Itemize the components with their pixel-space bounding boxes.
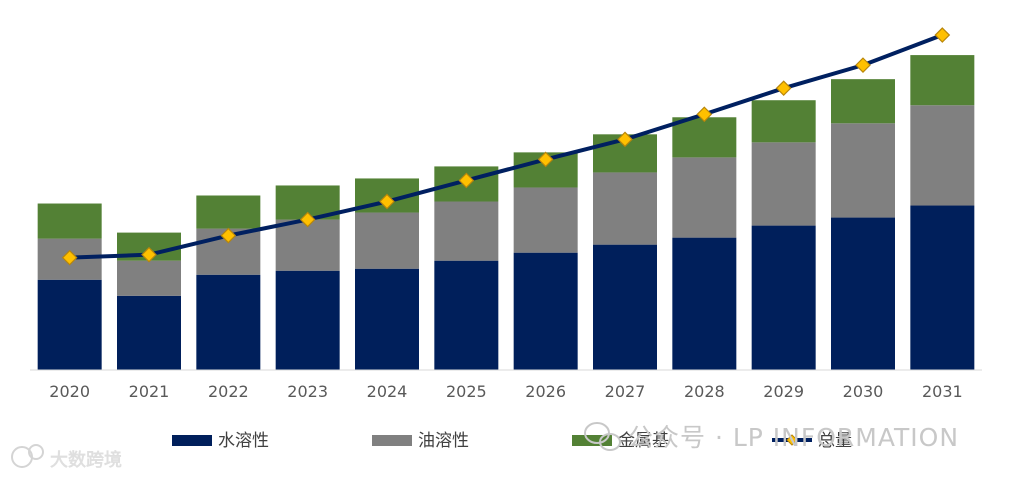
bar-2031-series-3: [910, 55, 975, 106]
bar-2024-series-2: [355, 212, 419, 269]
bar-2023-series-1: [275, 270, 340, 370]
total-series-line: [69, 33, 944, 260]
bar-2030-series-1: [831, 217, 895, 370]
x-tick-label: 2027: [605, 382, 646, 401]
legend-label: 水溶性: [218, 431, 269, 451]
bars-layer: [37, 55, 975, 370]
watermark-left-icon: [11, 444, 44, 468]
bar-2030-series-2: [831, 123, 895, 218]
total-marker-2020: [61, 249, 78, 266]
x-tick-label: 2025: [446, 382, 487, 401]
legend-item-3: 金属基: [572, 431, 669, 451]
total-marker-2022: [220, 227, 237, 244]
legend-swatch: [572, 435, 612, 446]
bar-2022-series-3: [196, 195, 261, 229]
bar-2028-series-3: [672, 117, 737, 158]
legend-item-4: 总量: [772, 431, 852, 451]
watermark-right-text: 公众号 · LP INFORMATION: [628, 423, 959, 452]
watermark-left: 大数跨境: [11, 444, 122, 471]
bar-2020-series-1: [37, 279, 102, 370]
total-marker-2027: [617, 131, 633, 148]
x-tick-label: 2030: [843, 382, 884, 401]
bar-2024-series-1: [355, 268, 419, 370]
bar-2029-series-1: [751, 225, 816, 370]
bar-2021-series-1: [117, 295, 181, 370]
legend-label: 总量: [818, 431, 852, 451]
bar-2022-series-1: [196, 274, 261, 370]
total-marker-2021: [141, 246, 157, 263]
x-axis-ticks: 2020 2021 2022 2023 2024 2025 2026 2027 2028 2029…: [49, 382, 962, 401]
total-line-layer: [61, 27, 951, 266]
x-tick-label: 2028: [684, 382, 725, 401]
x-tick-label: 2021: [129, 382, 170, 401]
legend-item-2: 油溶性: [372, 431, 469, 451]
wechat-icon: [584, 422, 621, 451]
total-marker-2024: [379, 193, 395, 210]
bar-2020-series-3: [37, 203, 102, 239]
bar-2030-series-3: [831, 79, 895, 124]
bar-2027-series-2: [593, 172, 657, 245]
legend-marker: [786, 434, 798, 446]
x-tick-label: 2023: [287, 382, 328, 401]
bar-2029-series-3: [751, 100, 816, 143]
bar-2026-series-2: [513, 187, 578, 253]
total-marker-2031: [934, 27, 951, 43]
bar-2026-series-1: [513, 252, 578, 370]
total-marker-2029: [775, 80, 792, 97]
total-marker-2028: [696, 106, 713, 123]
bar-2029-series-2: [751, 142, 816, 226]
bar-2025-series-1: [434, 260, 499, 370]
bar-2021-series-2: [117, 260, 181, 296]
watermark-right: 公众号 · LP INFORMATION: [584, 422, 959, 452]
x-tick-label: 2031: [922, 382, 963, 401]
total-marker-2023: [299, 211, 316, 228]
legend-label: 金属基: [618, 431, 669, 451]
bar-2031-series-1: [910, 205, 975, 370]
legend-swatch: [372, 435, 412, 446]
total-marker-2025: [458, 172, 475, 189]
bar-2027-series-1: [593, 244, 657, 370]
x-tick-label: 2022: [208, 382, 249, 401]
bar-2025-series-2: [434, 201, 499, 261]
legend-swatch: [172, 435, 212, 446]
bar-2028-series-2: [672, 157, 737, 238]
x-tick-label: 2020: [49, 382, 90, 401]
x-tick-label: 2029: [763, 382, 804, 401]
total-marker-2026: [537, 151, 554, 168]
total-marker-2030: [855, 57, 871, 73]
bar-2028-series-1: [672, 237, 737, 370]
legend: 水溶性 油溶性 金属基 总量: [172, 431, 852, 451]
legend-item-1: 水溶性: [172, 431, 269, 451]
bar-2023-series-2: [275, 219, 340, 271]
bar-2031-series-2: [910, 105, 975, 206]
x-tick-label: 2024: [367, 382, 408, 401]
watermark-left-text: 大数跨境: [50, 449, 122, 471]
x-tick-label: 2026: [525, 382, 566, 401]
legend-label: 油溶性: [418, 431, 469, 451]
